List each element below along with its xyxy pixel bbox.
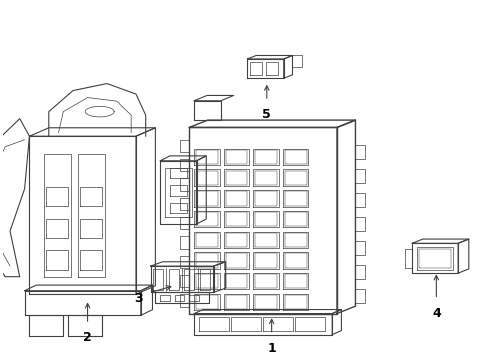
Text: 2: 2 [83, 331, 92, 344]
Text: 1: 1 [267, 342, 276, 355]
Text: 3: 3 [134, 292, 143, 306]
Text: 4: 4 [432, 306, 441, 320]
Text: 5: 5 [263, 108, 271, 121]
